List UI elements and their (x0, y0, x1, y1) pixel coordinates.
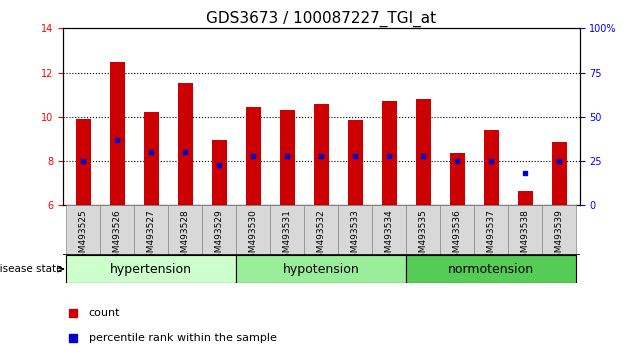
Text: normotension: normotension (448, 263, 534, 275)
Bar (314, 104, 329, 205)
Bar (134, 205, 168, 255)
Bar (484, 130, 499, 205)
Text: hypotension: hypotension (283, 263, 360, 275)
Bar (212, 140, 227, 205)
Bar (406, 205, 440, 255)
Bar (406, 255, 576, 283)
Bar (144, 113, 159, 205)
Bar (236, 205, 270, 255)
Bar (338, 205, 372, 255)
Bar (348, 120, 363, 205)
Text: hypertension: hypertension (110, 263, 192, 275)
Bar (100, 205, 134, 255)
Bar (474, 205, 508, 255)
Bar (246, 107, 261, 205)
Text: GSM493536: GSM493536 (453, 209, 462, 264)
Bar (450, 153, 465, 205)
Text: percentile rank within the sample: percentile rank within the sample (89, 333, 277, 343)
Text: count: count (89, 308, 120, 318)
Bar (168, 205, 202, 255)
Bar (280, 110, 295, 205)
Text: GSM493527: GSM493527 (147, 209, 156, 264)
Text: disease state: disease state (0, 264, 62, 274)
Bar (416, 99, 431, 205)
Text: GSM493532: GSM493532 (317, 209, 326, 264)
Text: GSM493538: GSM493538 (521, 209, 530, 264)
Bar (382, 101, 397, 205)
Text: GSM493535: GSM493535 (419, 209, 428, 264)
Text: GSM493537: GSM493537 (487, 209, 496, 264)
Bar (66, 205, 100, 255)
Bar (76, 119, 91, 205)
Bar (178, 82, 193, 205)
Bar (372, 205, 406, 255)
Bar (542, 205, 576, 255)
Text: GSM493528: GSM493528 (181, 209, 190, 264)
Text: GSM493529: GSM493529 (215, 209, 224, 264)
Bar (304, 205, 338, 255)
Title: GDS3673 / 100087227_TGI_at: GDS3673 / 100087227_TGI_at (206, 11, 437, 27)
Bar (508, 205, 542, 255)
Text: GSM493530: GSM493530 (249, 209, 258, 264)
Text: GSM493534: GSM493534 (385, 209, 394, 264)
Bar (270, 205, 304, 255)
Text: GSM493533: GSM493533 (351, 209, 360, 264)
Bar (236, 255, 406, 283)
Bar (110, 62, 125, 205)
Bar (551, 142, 567, 205)
Bar (518, 191, 533, 205)
Text: GSM493531: GSM493531 (283, 209, 292, 264)
Bar (66, 255, 236, 283)
Text: GSM493539: GSM493539 (554, 209, 564, 264)
Text: GSM493526: GSM493526 (113, 209, 122, 264)
Bar (440, 205, 474, 255)
Bar (202, 205, 236, 255)
Text: GSM493525: GSM493525 (79, 209, 88, 264)
